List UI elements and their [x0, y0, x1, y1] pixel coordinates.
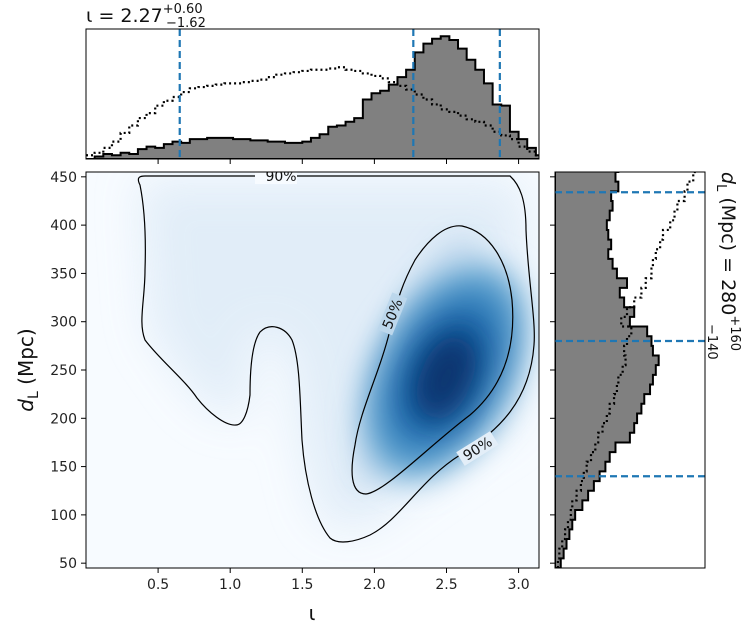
y-axis-label-base: d [14, 399, 38, 412]
x-tick-label: 1.0 [219, 577, 241, 593]
y-tick-label: 200 [50, 411, 77, 427]
x-tick-label: 2.5 [435, 577, 457, 593]
top-title-value: = 2.27 [92, 5, 162, 27]
joint-x-axis: 0.5 1.0 1.5 2.0 2.5 3.0 [147, 568, 530, 593]
right-title-value: (Mpc) = 280 [717, 191, 739, 315]
contour-label-90-top-text: 90% [265, 169, 296, 185]
right-title-subscript: −140 [704, 324, 719, 360]
y-axis-label: dL (Mpc) [14, 328, 42, 411]
right-title-sup: +160 [727, 315, 742, 351]
y-tick-label: 50 [59, 556, 77, 572]
top-x-ticks [157, 159, 520, 164]
y-tick-label: 150 [50, 460, 77, 476]
density-peak [416, 336, 476, 420]
joint-density-panel: 90% 50% 90% 0.5 1.0 1.5 2.0 2.5 3.0 50 100 150 2… [14, 169, 540, 625]
right-y-ticks [550, 176, 555, 564]
right-posterior-histogram [555, 172, 660, 568]
top-marginal-panel: ι = 2.27+0.60 −1.62 [85, 2, 540, 164]
top-prior-histogram [86, 66, 539, 158]
right-title-prefix: d [717, 172, 739, 185]
right-prior-histogram [556, 172, 699, 568]
x-axis-label: ι [309, 601, 316, 625]
top-title: ι = 2.27+0.60 [86, 2, 203, 27]
density-heatmap: 90% 50% 90% [137, 169, 537, 543]
right-marginal-panel: dL (Mpc) = 280+160 −140 [550, 171, 742, 569]
svg-text:dL (Mpc) = 280+160: dL (Mpc) = 280+160 [713, 172, 742, 351]
y-axis-label-unit: (Mpc) [14, 328, 38, 391]
y-tick-label: 350 [50, 266, 77, 282]
x-tick-label: 0.5 [147, 577, 169, 593]
contour-label-90-top: 90% [255, 169, 297, 185]
right-title: dL (Mpc) = 280+160 −140 [704, 172, 742, 360]
x-tick-label: 2.0 [363, 577, 385, 593]
top-title-sup: +0.60 [163, 2, 203, 17]
top-title-sub: −1.62 [166, 16, 206, 31]
y-tick-label: 300 [50, 315, 77, 331]
contour-90-percent [137, 175, 535, 543]
top-panel-frame [85, 28, 540, 160]
x-tick-label: 1.5 [291, 577, 313, 593]
y-tick-label: 400 [50, 218, 77, 234]
joint-y-axis: 50 100 150 200 250 300 350 400 450 [50, 170, 86, 572]
y-axis-label-sub: L [26, 391, 42, 399]
x-tick-label: 3.0 [507, 577, 529, 593]
y-tick-label: 450 [50, 170, 77, 186]
y-tick-label: 100 [50, 508, 77, 524]
top-posterior-histogram [86, 35, 539, 159]
top-title-symbol: ι [86, 5, 92, 27]
y-tick-label: 250 [50, 363, 77, 379]
contour-50-percent [351, 225, 514, 495]
right-title-sub: L [713, 184, 728, 192]
